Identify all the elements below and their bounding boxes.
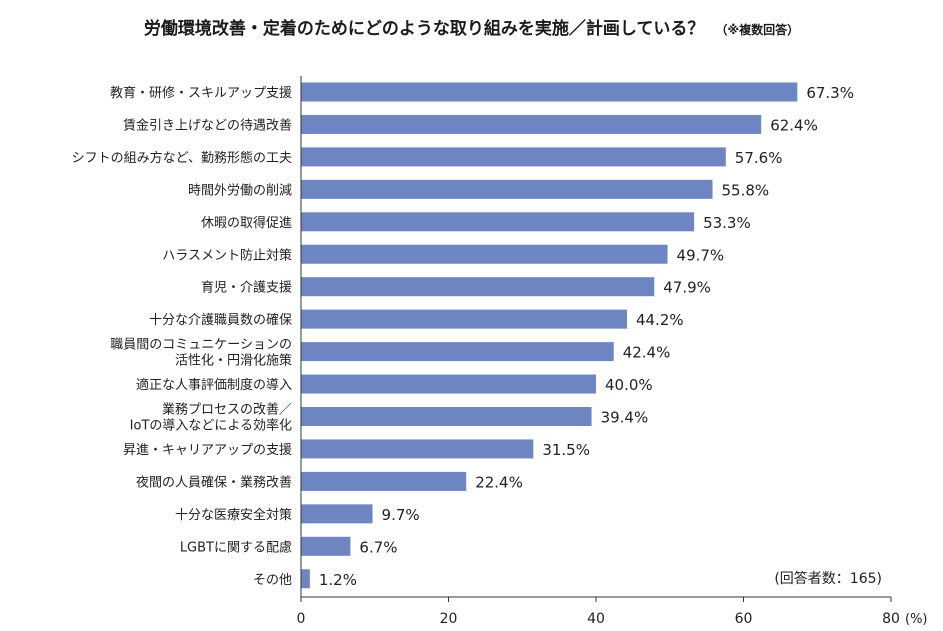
x-tick-label: 0: [297, 611, 306, 627]
bar: [301, 374, 596, 394]
category-label: シフトの組み方など、勤務形態の工夫: [72, 150, 292, 166]
category-label: 十分な介護職員数の確保: [149, 312, 292, 328]
category-label: 夜間の人員確保・業務改善: [136, 474, 292, 490]
x-tick-label: 40: [587, 611, 605, 627]
chart-subtitle: （※複数回答）: [715, 23, 800, 37]
category-label: 適正な人事評価制度の導入: [136, 377, 292, 393]
x-tick-label: 60: [735, 611, 753, 627]
category-label: 時間外労働の削減: [188, 182, 292, 198]
respondents-note: (回答者数：165): [774, 570, 882, 587]
value-label: 42.4%: [623, 344, 671, 362]
category-label: 休暇の取得促進: [201, 215, 292, 231]
chart-title: 労働環境改善・定着のためにどのような取り組みを実施／計画している？: [143, 19, 705, 39]
category-label: 育児・介護支援: [201, 280, 292, 296]
value-label: 22.4%: [475, 473, 523, 491]
bar: [301, 504, 373, 524]
value-label: 1.2%: [319, 571, 357, 589]
bar: [301, 114, 762, 134]
bar: [301, 179, 713, 199]
bar: [301, 439, 534, 459]
bar: [301, 82, 798, 102]
x-unit-label: (%): [905, 612, 928, 627]
bar: [301, 536, 351, 556]
bar: [301, 407, 592, 426]
category-label: ハラスメント防止対策: [162, 247, 292, 263]
category-label: その他: [253, 573, 292, 588]
category-label: LGBTに関する配慮: [180, 540, 292, 555]
x-tick-label: 80: [882, 611, 900, 627]
bar: [301, 147, 726, 167]
value-label: 39.4%: [601, 409, 649, 427]
value-label: 31.5%: [542, 441, 590, 459]
category-label: 賃金引き上げなどの待遇改善: [123, 117, 292, 133]
value-label: 55.8%: [722, 181, 770, 199]
value-label: 6.7%: [359, 538, 397, 556]
value-label: 53.3%: [703, 214, 751, 232]
bar: [301, 342, 614, 362]
category-label: 教育・研修・スキルアップ支援: [110, 85, 292, 101]
chart-title-area: 労働環境改善・定着のためにどのような取り組みを実施／計画している？ （※複数回答…: [0, 14, 943, 39]
value-label: 44.2%: [636, 311, 684, 329]
x-tick-label: 20: [440, 611, 458, 627]
value-label: 9.7%: [382, 506, 420, 524]
category-label: 職員間のコミュニケーションの: [110, 338, 292, 353]
bar: [301, 569, 310, 589]
value-label: 62.4%: [770, 116, 818, 134]
category-label: 昇進・キャリアアップの支援: [123, 443, 292, 458]
category-label: 活性化・円滑化施策: [175, 353, 292, 369]
bar: [301, 244, 668, 264]
category-label: 十分な医療安全対策: [175, 507, 292, 523]
value-label: 67.3%: [806, 84, 854, 102]
bar: [301, 471, 467, 491]
value-label: 40.0%: [605, 376, 653, 394]
category-label: IoTの導入などによる効率化: [130, 418, 292, 434]
bar: [301, 212, 695, 232]
value-label: 49.7%: [677, 246, 725, 264]
bar: [301, 309, 627, 329]
bar: [301, 277, 655, 297]
category-label: 業務プロセスの改善／: [162, 402, 292, 418]
value-label: 57.6%: [735, 149, 783, 167]
value-label: 47.9%: [663, 279, 711, 297]
